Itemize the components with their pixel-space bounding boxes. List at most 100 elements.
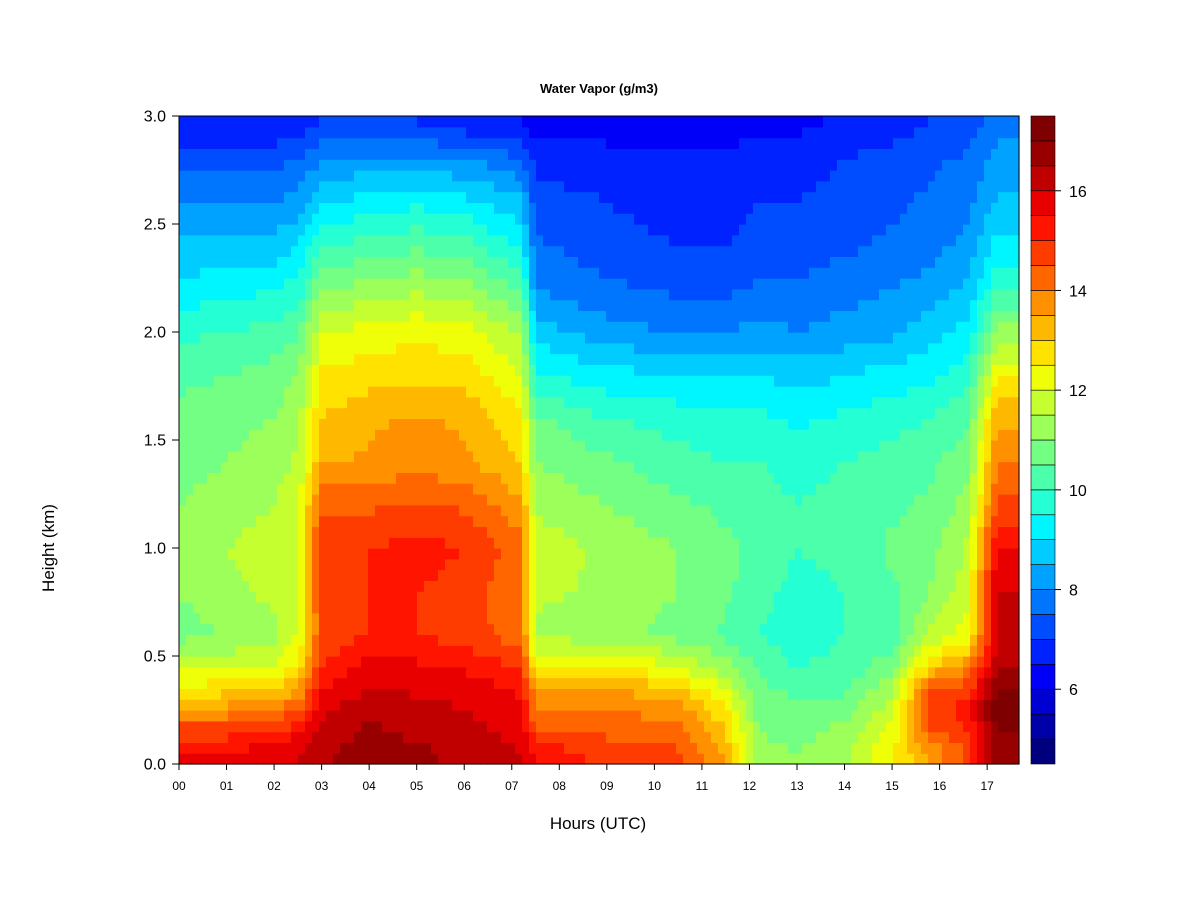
heatmap-cell <box>592 580 600 592</box>
heatmap-cell <box>487 170 495 182</box>
heatmap-cell <box>291 159 299 171</box>
heatmap-cell <box>620 310 628 322</box>
heatmap-cell <box>746 591 754 603</box>
heatmap-cell <box>319 720 327 733</box>
heatmap-cell <box>459 234 467 247</box>
heatmap-cell <box>501 332 509 344</box>
heatmap-cell <box>375 645 383 657</box>
heatmap-cell <box>578 569 586 581</box>
heatmap-cell <box>508 321 516 333</box>
heatmap-cell <box>662 245 670 257</box>
heatmap-cell <box>396 602 404 614</box>
heatmap-cell <box>263 504 271 517</box>
heatmap-cell <box>193 137 201 149</box>
heatmap-cell <box>389 332 397 344</box>
heatmap-cell <box>704 699 712 711</box>
heatmap-cell <box>438 515 446 527</box>
heatmap-cell <box>662 191 670 203</box>
heatmap-cell <box>347 461 355 473</box>
heatmap-cell <box>690 472 698 484</box>
heatmap-cell <box>564 288 572 301</box>
heatmap-cell <box>676 440 684 452</box>
heatmap-cell <box>256 288 264 301</box>
heatmap-cell <box>333 170 341 182</box>
heatmap-cell <box>382 548 390 560</box>
heatmap-cell <box>179 170 187 182</box>
heatmap-cell <box>753 656 761 668</box>
heatmap-cell <box>725 116 733 128</box>
heatmap-cell <box>648 612 656 625</box>
heatmap-cell <box>711 569 719 581</box>
heatmap-cell <box>403 407 411 419</box>
heatmap-cell <box>543 612 551 625</box>
heatmap-cell <box>326 213 334 225</box>
heatmap-cell <box>319 450 327 463</box>
heatmap-cell <box>480 450 488 463</box>
heatmap-cell <box>452 548 460 560</box>
heatmap-cell <box>480 342 488 355</box>
heatmap-cell <box>606 299 614 311</box>
heatmap-cell <box>718 159 726 171</box>
heatmap-cell <box>613 375 621 387</box>
heatmap-cell <box>326 450 334 463</box>
heatmap-cell <box>277 472 285 484</box>
heatmap-cell <box>284 472 292 484</box>
heatmap-cell <box>207 569 215 581</box>
heatmap-cell <box>179 191 187 203</box>
heatmap-cell <box>459 245 467 257</box>
heatmap-cell <box>655 623 663 635</box>
heatmap-cell <box>697 321 705 333</box>
heatmap-cell <box>641 720 649 733</box>
heatmap-cell <box>529 623 537 635</box>
heatmap-cell <box>480 526 488 538</box>
heatmap-cell <box>291 612 299 625</box>
heatmap-cell <box>221 612 229 625</box>
heatmap-cell <box>305 310 313 322</box>
heatmap-cell <box>214 612 222 625</box>
heatmap-cell <box>711 602 719 614</box>
heatmap-cell <box>480 645 488 657</box>
heatmap-cell <box>515 332 523 344</box>
heatmap-cell <box>445 256 453 268</box>
heatmap-cell <box>578 364 586 376</box>
heatmap-cell <box>711 440 719 452</box>
heatmap-cell <box>291 213 299 225</box>
heatmap-cell <box>452 450 460 463</box>
heatmap-cell <box>221 288 229 301</box>
heatmap-cell <box>564 483 572 495</box>
heatmap-cell <box>711 504 719 517</box>
heatmap-cell <box>655 483 663 495</box>
heatmap-cell <box>277 537 285 549</box>
heatmap-cell <box>732 537 740 549</box>
heatmap-cell <box>214 569 222 581</box>
heatmap-cell <box>221 321 229 333</box>
heatmap-cell <box>354 429 362 441</box>
heatmap-cell <box>235 720 243 733</box>
heatmap-cell <box>382 137 390 149</box>
heatmap-cell <box>256 332 264 344</box>
heatmap-cell <box>494 634 502 646</box>
heatmap-cell <box>417 288 425 301</box>
heatmap-cell <box>333 364 341 376</box>
heatmap-cell <box>480 602 488 614</box>
heatmap-cell <box>648 515 656 527</box>
heatmap-cell <box>515 504 523 517</box>
heatmap-cell <box>214 116 222 128</box>
heatmap-cell <box>445 364 453 376</box>
heatmap-cell <box>711 234 719 247</box>
heatmap-cell <box>543 213 551 225</box>
heatmap-cell <box>312 699 320 711</box>
heatmap-cell <box>606 602 614 614</box>
heatmap-cell <box>515 515 523 527</box>
heatmap-cell <box>550 742 558 754</box>
heatmap-cell <box>417 450 425 463</box>
heatmap-cell <box>641 656 649 668</box>
heatmap-cell <box>634 137 642 149</box>
heatmap-cell <box>235 288 243 301</box>
heatmap-cell <box>627 126 635 139</box>
heatmap-cell <box>592 569 600 581</box>
heatmap-cell <box>634 602 642 614</box>
heatmap-cell <box>732 720 740 733</box>
heatmap-cell <box>347 548 355 560</box>
heatmap-cell <box>333 256 341 268</box>
